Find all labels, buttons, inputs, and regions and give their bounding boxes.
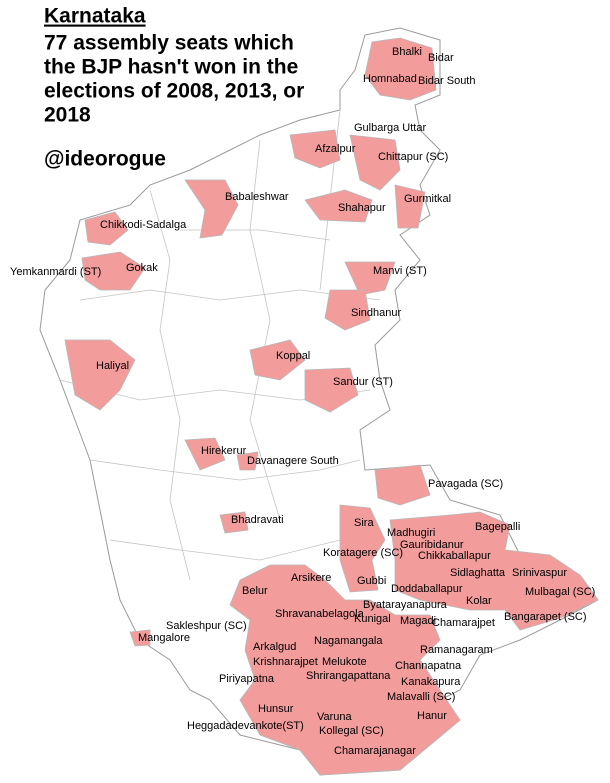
- seat-label: Arsikere: [291, 572, 331, 584]
- seat-label: Kollegal (SC): [319, 725, 384, 737]
- seat-label: Sidlaghatta: [450, 567, 506, 579]
- seat-label: Yemkanmardi (ST): [10, 266, 101, 278]
- region: [81, 251, 146, 291]
- seat-label: Gulbarga Uttar: [354, 122, 426, 134]
- seat-label: Arkalgud: [253, 641, 296, 653]
- region: [219, 511, 249, 534]
- seat-label: Malavalli (SC): [387, 691, 455, 703]
- seat-label: Bangarapet (SC): [504, 611, 587, 623]
- seat-label: Hunsur: [258, 703, 294, 715]
- region: [304, 367, 359, 413]
- seat-label: Srinivaspur: [512, 567, 567, 579]
- seat-label: Mulbagal (SC): [525, 586, 595, 598]
- seat-label: Sandur (ST): [333, 376, 393, 388]
- subtitle-line: 77 assembly seats which: [44, 32, 294, 55]
- seat-label: Kolar: [466, 595, 492, 607]
- seat-label: Mangalore: [138, 632, 190, 644]
- seat-label: Shahapur: [338, 202, 386, 214]
- seat-label: Davanagere South: [247, 455, 339, 467]
- handle: @ideorogue: [44, 148, 166, 171]
- seat-label: Hanur: [417, 710, 447, 722]
- seat-label: Chikkaballapur: [418, 550, 491, 562]
- seat-label: Koratagere (SC): [323, 547, 403, 559]
- seat-label: Bhadravati: [231, 514, 284, 526]
- seat-label: Belur: [242, 585, 268, 597]
- seat-label: Magadi: [400, 615, 436, 627]
- seat-label: Varuna: [317, 711, 353, 723]
- seat-label: Bhalki: [392, 46, 422, 58]
- seat-label: Krishnarajpet: [253, 656, 318, 668]
- seat-label: Chikkodi-Sadalga: [100, 219, 187, 231]
- region: [324, 289, 371, 331]
- region: [394, 184, 426, 229]
- region: [349, 134, 401, 191]
- seat-label: Bagepalli: [475, 521, 520, 533]
- seat-label: Babaleshwar: [225, 191, 289, 203]
- seat-label: Bidar South: [418, 75, 475, 87]
- region: [389, 511, 599, 631]
- region: [129, 629, 151, 647]
- seat-label: Kunigal: [354, 613, 391, 625]
- region: [229, 564, 461, 776]
- seat-label: Pavagada (SC): [428, 478, 503, 490]
- region: [344, 261, 396, 296]
- subtitle-line: 2018: [44, 104, 91, 127]
- seat-label: Manvi (ST): [373, 265, 427, 277]
- region: [84, 211, 129, 246]
- seat-label: Sira: [354, 517, 374, 529]
- seat-label: Chittapur (SC): [378, 151, 448, 163]
- seat-labels: Bhalki Bidar Homnabad Bidar South Gulbarga U…: [10, 46, 595, 757]
- seat-label: Chamarajanagar: [334, 745, 416, 757]
- seat-label: Ramanagaram: [420, 644, 493, 656]
- seat-label: Channapatna: [395, 660, 462, 672]
- title: Karnataka: [44, 5, 146, 28]
- seat-label: Bidar: [428, 52, 454, 64]
- seat-label: Nagamangala: [314, 635, 383, 647]
- seat-label: Kanakapura: [401, 676, 461, 688]
- region: [236, 451, 259, 471]
- seat-label: Homnabad: [363, 73, 417, 85]
- subtitle-line: the BJP hasn't won in the: [44, 56, 298, 79]
- seat-label: Sakleshpur (SC): [166, 620, 247, 632]
- seat-label: Shrirangapattana: [306, 670, 391, 682]
- seat-label: Melukote: [322, 656, 367, 668]
- highlighted-seats: [64, 37, 599, 776]
- seat-label: Doddaballapur: [391, 583, 463, 595]
- seat-label: Koppal: [276, 350, 310, 362]
- seat-label: Byatarayanapura: [363, 599, 448, 611]
- seat-label: Gurmitkal: [404, 193, 451, 205]
- seat-label: Gauribidanur: [400, 539, 464, 551]
- seat-label: Shravanabelagola: [275, 608, 365, 620]
- seat-label: Sindhanur: [351, 307, 401, 319]
- seat-label: Gokak: [126, 262, 158, 274]
- seat-label: Haliyal: [96, 360, 129, 372]
- seat-label: Piriyapatna: [219, 673, 275, 685]
- subtitle-line: elections of 2008, 2013, or: [44, 80, 304, 103]
- seat-label: Afzalpur: [315, 143, 356, 155]
- region: [64, 339, 136, 411]
- region: [184, 179, 239, 239]
- region: [339, 504, 386, 593]
- region: [374, 464, 431, 506]
- region: [364, 37, 437, 101]
- seat-label: Gubbi: [357, 575, 386, 587]
- region: [249, 339, 306, 381]
- region: [184, 437, 226, 471]
- seat-label: Hirekerur: [201, 445, 247, 457]
- seat-label: Heggadadevankote(ST): [187, 720, 304, 732]
- region: [304, 189, 373, 223]
- seat-label: Chamarajpet: [432, 617, 495, 629]
- seat-label: Madhugiri: [387, 527, 435, 539]
- region: [289, 129, 341, 169]
